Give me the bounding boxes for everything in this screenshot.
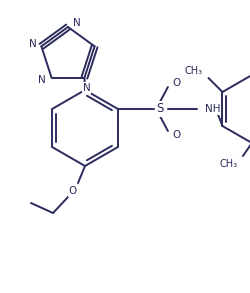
Text: N: N bbox=[82, 83, 90, 93]
Text: CH₃: CH₃ bbox=[184, 66, 202, 76]
Text: N: N bbox=[73, 18, 80, 28]
Text: O: O bbox=[171, 78, 179, 88]
Text: NH: NH bbox=[204, 104, 220, 114]
Text: O: O bbox=[68, 186, 77, 196]
Text: CH₃: CH₃ bbox=[219, 159, 237, 169]
Text: O: O bbox=[171, 130, 179, 140]
Text: N: N bbox=[38, 75, 45, 85]
Text: N: N bbox=[28, 39, 36, 49]
Text: S: S bbox=[156, 103, 163, 115]
